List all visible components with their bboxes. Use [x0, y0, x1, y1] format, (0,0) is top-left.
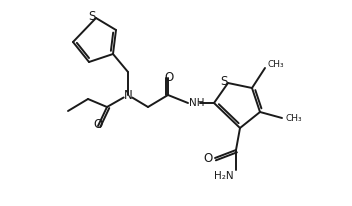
- Text: H₂N: H₂N: [214, 171, 234, 181]
- Text: CH₃: CH₃: [267, 60, 284, 69]
- Text: CH₃: CH₃: [285, 114, 302, 123]
- Text: S: S: [88, 9, 96, 22]
- Text: NH: NH: [189, 98, 205, 108]
- Text: N: N: [124, 89, 132, 102]
- Text: O: O: [93, 118, 103, 131]
- Text: S: S: [220, 75, 228, 88]
- Text: O: O: [164, 70, 174, 83]
- Text: O: O: [204, 151, 213, 165]
